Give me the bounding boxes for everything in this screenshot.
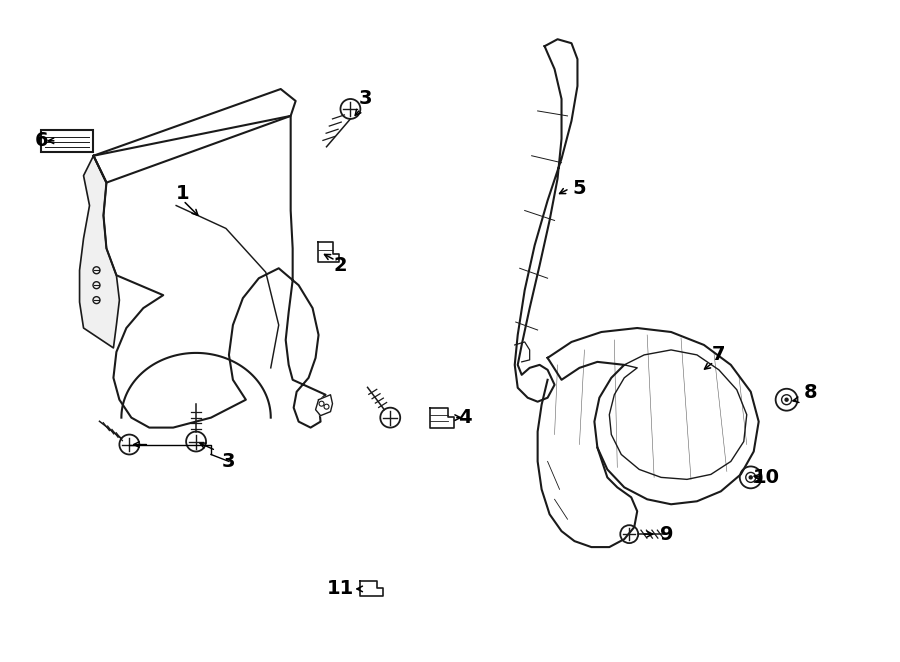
Polygon shape	[430, 408, 454, 428]
Text: 10: 10	[753, 468, 780, 487]
Text: 5: 5	[572, 179, 586, 198]
Circle shape	[785, 399, 788, 401]
Polygon shape	[79, 156, 120, 348]
Text: 1: 1	[176, 184, 190, 203]
Circle shape	[749, 476, 752, 479]
Polygon shape	[537, 380, 637, 547]
Text: 2: 2	[334, 256, 347, 275]
Polygon shape	[360, 581, 383, 596]
Polygon shape	[94, 116, 326, 428]
Text: 3: 3	[222, 452, 236, 471]
Text: 11: 11	[327, 579, 354, 598]
FancyBboxPatch shape	[40, 130, 93, 152]
Text: 7: 7	[712, 346, 725, 364]
Polygon shape	[318, 242, 339, 262]
Polygon shape	[547, 328, 759, 504]
Text: 8: 8	[804, 383, 817, 402]
Text: 3: 3	[358, 89, 372, 109]
Polygon shape	[515, 39, 578, 402]
Text: 6: 6	[35, 131, 49, 150]
Polygon shape	[609, 350, 747, 479]
Polygon shape	[316, 395, 332, 416]
Polygon shape	[94, 89, 296, 183]
Text: 9: 9	[661, 525, 674, 544]
Text: 4: 4	[458, 408, 472, 427]
